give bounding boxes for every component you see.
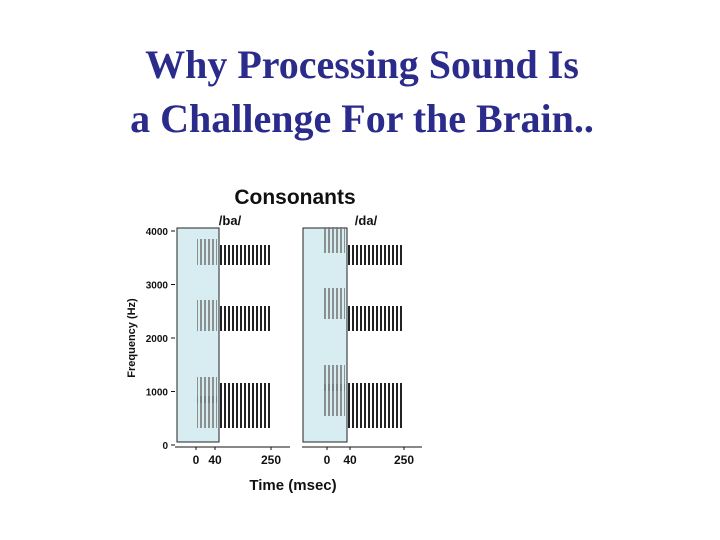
formant-transition: [197, 300, 217, 331]
y-tick-label: 0: [162, 441, 168, 452]
title-line: Why Processing Sound Is: [145, 42, 579, 87]
y-tick-label: 4000: [146, 227, 169, 238]
formant-band: [348, 383, 404, 403]
y-axis-label: Frequency (Hz): [126, 298, 138, 378]
formant-transition: [323, 227, 345, 253]
formant-band: [220, 245, 272, 265]
panel-label: /da/: [355, 213, 378, 228]
x-tick-label: 40: [208, 453, 222, 467]
formant-transition: [197, 239, 217, 265]
x-tick-label: 250: [261, 453, 281, 467]
formant-band: [348, 306, 404, 331]
y-tick-label: 1000: [146, 388, 169, 399]
formant-transition: [197, 396, 217, 428]
y-tick-label: 3000: [146, 281, 169, 292]
formant-transition: [323, 288, 345, 319]
formant-transition: [323, 384, 345, 416]
panel-label: /ba/: [219, 213, 242, 228]
x-axis-label: Time (msec): [249, 477, 336, 494]
formant-band: [220, 402, 272, 428]
title-line: a Challenge For the Brain..: [130, 96, 594, 141]
y-tick-label: 2000: [146, 334, 169, 345]
x-tick-label: 40: [343, 453, 357, 467]
formant-band: [220, 306, 272, 331]
formant-band: [348, 402, 404, 428]
formant-band: [220, 383, 272, 403]
x-tick-label: 0: [193, 453, 200, 467]
x-tick-label: 0: [324, 453, 331, 467]
figure-title: Consonants: [234, 186, 355, 209]
x-tick-label: 250: [394, 453, 414, 467]
formant-band: [348, 245, 404, 265]
